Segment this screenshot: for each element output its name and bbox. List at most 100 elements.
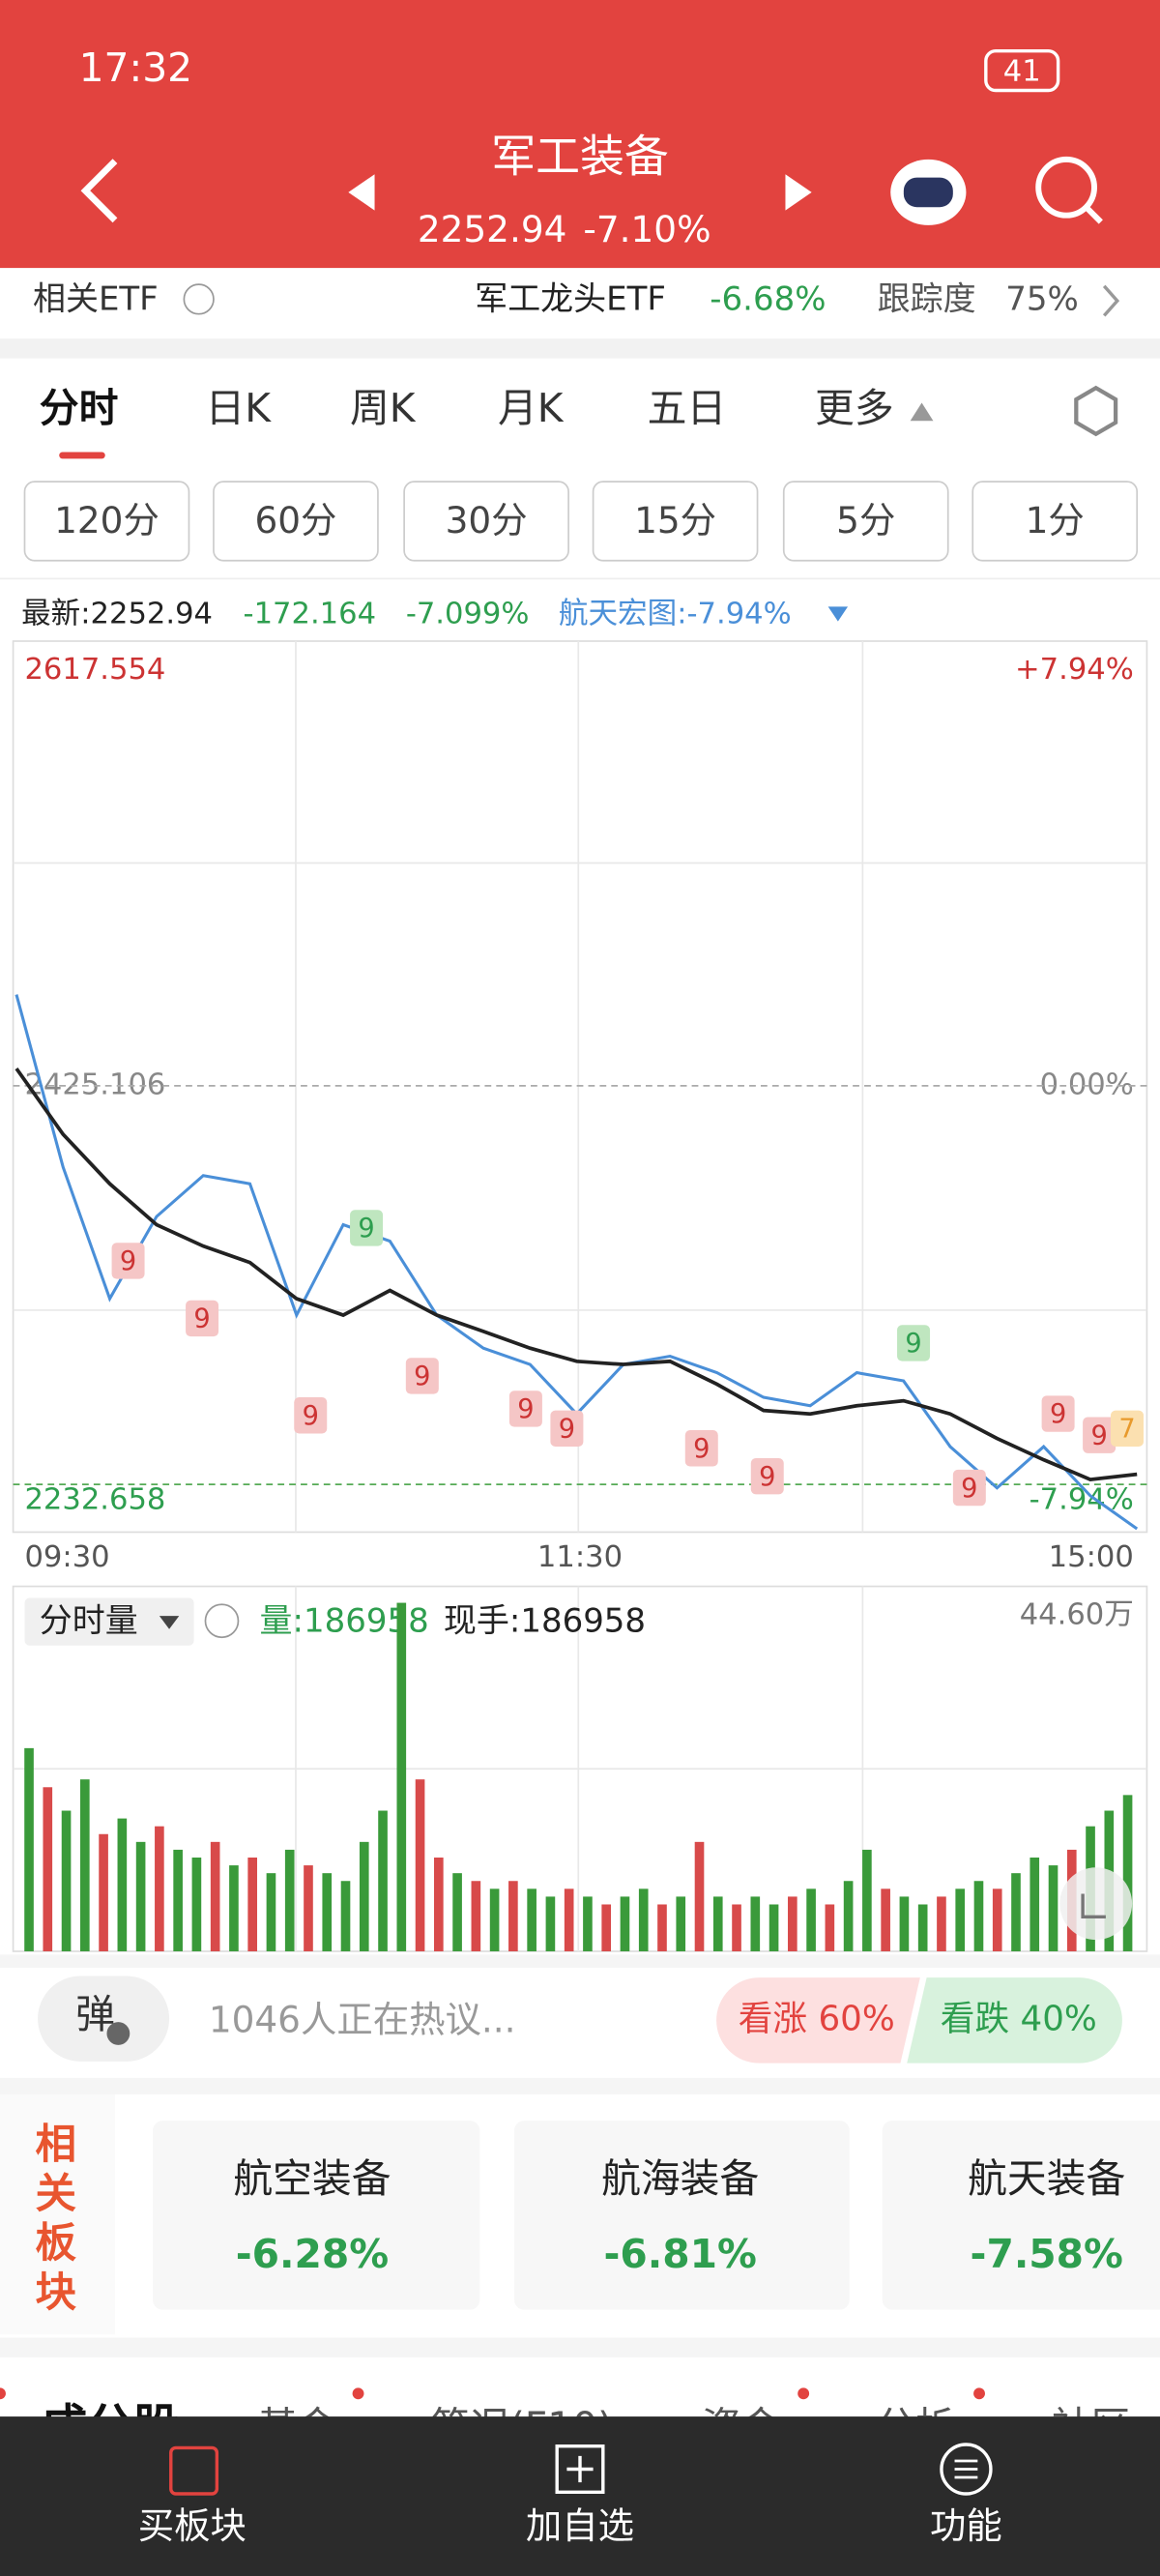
search-button[interactable]: [1035, 156, 1097, 219]
volume-bar: [583, 1896, 593, 1951]
signal-marker: [750, 1457, 784, 1495]
volume-hand: 现手:186958: [444, 1601, 646, 1640]
add-plus: [566, 2455, 594, 2483]
volume-bar: [732, 1904, 741, 1951]
volume-bar: [917, 1904, 928, 1951]
sector-card[interactable]: [514, 2121, 850, 2310]
badge-dot: [352, 2387, 364, 2400]
sector-name: 航空装备: [233, 2155, 391, 2202]
bull-button[interactable]: [716, 1977, 920, 2064]
sector-card[interactable]: [882, 2121, 1160, 2310]
period-button[interactable]: [23, 481, 190, 562]
volume-bar: [452, 1873, 462, 1951]
volume-bar: [564, 1888, 574, 1951]
info-latest: 最新:2252.94: [21, 597, 213, 630]
x-tick-label: 15:00: [1049, 1540, 1134, 1574]
volume-bar: [24, 1747, 34, 1951]
volume-bar: [712, 1896, 723, 1951]
signal-label: 9: [1090, 1420, 1107, 1450]
volume-bar: [508, 1881, 518, 1951]
related-char: 相: [36, 2122, 76, 2169]
add-icon: [555, 2444, 605, 2494]
settings-button[interactable]: [1074, 385, 1118, 437]
volume-bar: [489, 1888, 500, 1951]
volume-bar: [899, 1896, 910, 1951]
sector-name: 航海装备: [601, 2155, 759, 2202]
period-button[interactable]: [213, 481, 379, 562]
volume-bar: [620, 1896, 630, 1951]
volume-bar: [434, 1858, 444, 1951]
nav-label[interactable]: 加自选: [526, 2504, 634, 2547]
volume-bar: [43, 1787, 53, 1951]
signal-marker: [1041, 1395, 1075, 1432]
prev-button[interactable]: [348, 174, 375, 211]
signal-marker: [294, 1397, 328, 1434]
signal-label: 9: [1050, 1399, 1066, 1429]
function-icon: [940, 2443, 993, 2496]
volume-bar: [359, 1841, 369, 1951]
expand-button[interactable]: [1059, 1867, 1133, 1941]
x-tick-label: 11:30: [537, 1540, 623, 1574]
volume-bar: [825, 1904, 835, 1951]
back-button[interactable]: [80, 159, 118, 223]
volume-bar: [676, 1896, 686, 1951]
period-button[interactable]: [782, 481, 949, 562]
signal-label: 9: [303, 1401, 319, 1431]
period-label: 15分: [634, 499, 716, 542]
signal-marker: [350, 1210, 384, 1246]
volume-bar: [1122, 1795, 1133, 1951]
period-button[interactable]: [592, 481, 759, 562]
tab[interactable]: 分时: [40, 385, 119, 431]
next-button[interactable]: [785, 174, 812, 211]
bear-button[interactable]: [907, 1977, 1122, 2064]
status-time: 17:32: [79, 44, 193, 91]
discuss-text[interactable]: 1046人正在热议...: [209, 1999, 516, 2041]
selector-arrow: [159, 1616, 180, 1629]
danmaku-button[interactable]: [38, 1976, 170, 2062]
more-arrow: [910, 402, 934, 422]
nav-label[interactable]: 买板块: [138, 2504, 246, 2547]
volume-bar: [210, 1841, 220, 1951]
tab[interactable]: 月K: [498, 385, 565, 431]
sector-card[interactable]: [153, 2121, 480, 2310]
volume-bar: [862, 1849, 872, 1951]
period-label: 120分: [54, 499, 160, 542]
signal-marker: [550, 1410, 584, 1448]
battery-icon: [984, 49, 1060, 93]
volume-bar: [750, 1896, 761, 1951]
period-label: 1分: [1026, 499, 1085, 542]
signal-label: 9: [517, 1394, 534, 1424]
battery-level: 41: [1003, 54, 1041, 88]
signal-label: 9: [693, 1434, 710, 1464]
info-change: -172.164: [244, 597, 376, 630]
tab[interactable]: 日K: [205, 385, 272, 431]
info-compare[interactable]: 航天宏图:-7.94%: [559, 597, 792, 630]
price-line: [14, 994, 1139, 1531]
title: 军工装备: [491, 130, 668, 182]
volume-bar: [396, 1602, 407, 1951]
tracking-label: 跟踪度: [878, 280, 976, 319]
signal-label: 7: [1118, 1415, 1135, 1445]
sector-change: -6.81%: [603, 2231, 756, 2277]
volume-bar: [937, 1896, 946, 1951]
tracking-value: 75%: [1005, 280, 1079, 319]
volume-bar: [973, 1881, 984, 1951]
help-icon[interactable]: [204, 1603, 240, 1639]
etf-name[interactable]: 军工龙头ETF: [475, 280, 666, 319]
signal-marker: [1083, 1417, 1116, 1453]
signal-marker: [897, 1325, 931, 1361]
help-icon[interactable]: [183, 283, 215, 315]
y2-tick-label: +7.94%: [1015, 653, 1134, 687]
badge-dot: [798, 2387, 810, 2400]
bottom-nav: [0, 2416, 1160, 2576]
tab[interactable]: 更多: [815, 385, 894, 431]
volume-selector[interactable]: [24, 1597, 194, 1646]
tab[interactable]: 五日: [648, 385, 727, 431]
period-button[interactable]: [403, 481, 569, 562]
related-char: 板: [36, 2220, 77, 2268]
tab[interactable]: 周K: [350, 385, 417, 431]
volume-bar: [1011, 1873, 1021, 1951]
period-button[interactable]: [972, 481, 1139, 562]
search-handle: [1084, 205, 1103, 224]
nav-label[interactable]: 功能: [930, 2504, 1002, 2547]
